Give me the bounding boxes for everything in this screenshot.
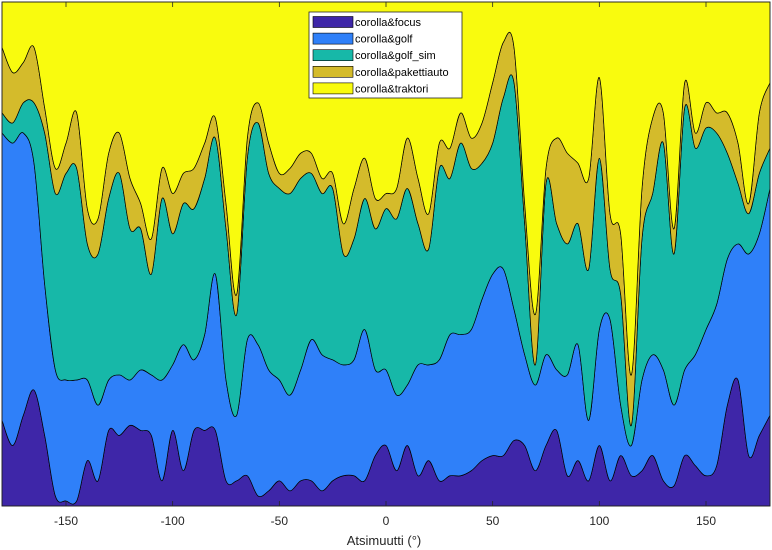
legend-swatch (312, 49, 354, 62)
legend-label: corolla&traktori (355, 83, 428, 95)
legend-label: corolla&golf_sim (355, 50, 436, 62)
legend-items: corolla&focus corolla&golf corolla&golf_si… (312, 16, 449, 95)
legend-label: corolla&golf (355, 34, 413, 46)
x-tick-label: 50 (486, 514, 500, 528)
x-tick-label: -100 (161, 514, 185, 528)
legend-label: corolla&pakettiauto (355, 67, 449, 79)
x-axis-label: Atsimuutti (°) (347, 533, 422, 548)
x-tick-label: -150 (54, 514, 78, 528)
areas-layer (1, 1, 771, 507)
legend-swatch (312, 32, 354, 45)
x-tick-label: 0 (383, 514, 390, 528)
x-tick-label: 100 (589, 514, 609, 528)
x-ticks: -150 -100 -50 0 50 100 150 (54, 2, 716, 528)
x-tick-label: -50 (271, 514, 289, 528)
legend-swatch (312, 82, 354, 95)
x-tick-label: 150 (696, 514, 716, 528)
legend-swatch (312, 66, 354, 78)
legend-swatch (312, 16, 354, 28)
legend: corolla&focus corolla&golf corolla&golf_si… (308, 11, 463, 99)
legend-label: corolla&focus (355, 17, 422, 29)
